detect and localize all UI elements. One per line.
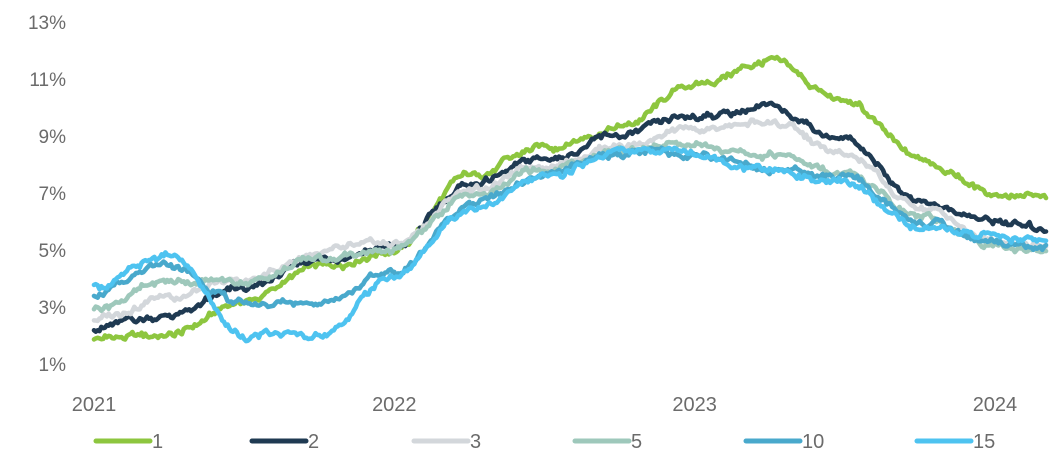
x-tick-label: 2024	[973, 394, 1018, 416]
series-line-15	[91, 145, 1049, 344]
y-tick-label: 3%	[39, 298, 67, 319]
series-line-2	[91, 100, 1049, 334]
legend-label-15: 15	[973, 431, 995, 453]
y-tick-label: 7%	[39, 184, 67, 205]
y-tick-label: 9%	[39, 127, 67, 148]
y-axis-ticks: 13% 11% 9% 7% 5% 3% 1%	[28, 13, 66, 376]
y-tick-label: 11%	[29, 70, 66, 91]
legend-label-1: 1	[152, 431, 163, 453]
x-tick-label: 2023	[672, 394, 717, 416]
series-line-10	[91, 145, 1049, 310]
x-axis-ticks: 2021 2022 2023 2024	[72, 394, 1017, 416]
y-tick-label: 13%	[28, 13, 66, 34]
legend: 1 2 3 5 10 15	[93, 431, 995, 453]
y-tick-label: 5%	[39, 241, 67, 262]
series-line-1	[91, 54, 1049, 342]
y-tick-label: 1%	[39, 355, 67, 376]
legend-label-3: 3	[470, 431, 481, 453]
x-tick-label: 2022	[372, 394, 417, 416]
legend-label-2: 2	[308, 431, 319, 453]
legend-label-5: 5	[631, 431, 642, 453]
x-tick-label: 2021	[72, 394, 117, 416]
series-lines	[91, 54, 1049, 344]
legend-label-10: 10	[802, 431, 824, 453]
